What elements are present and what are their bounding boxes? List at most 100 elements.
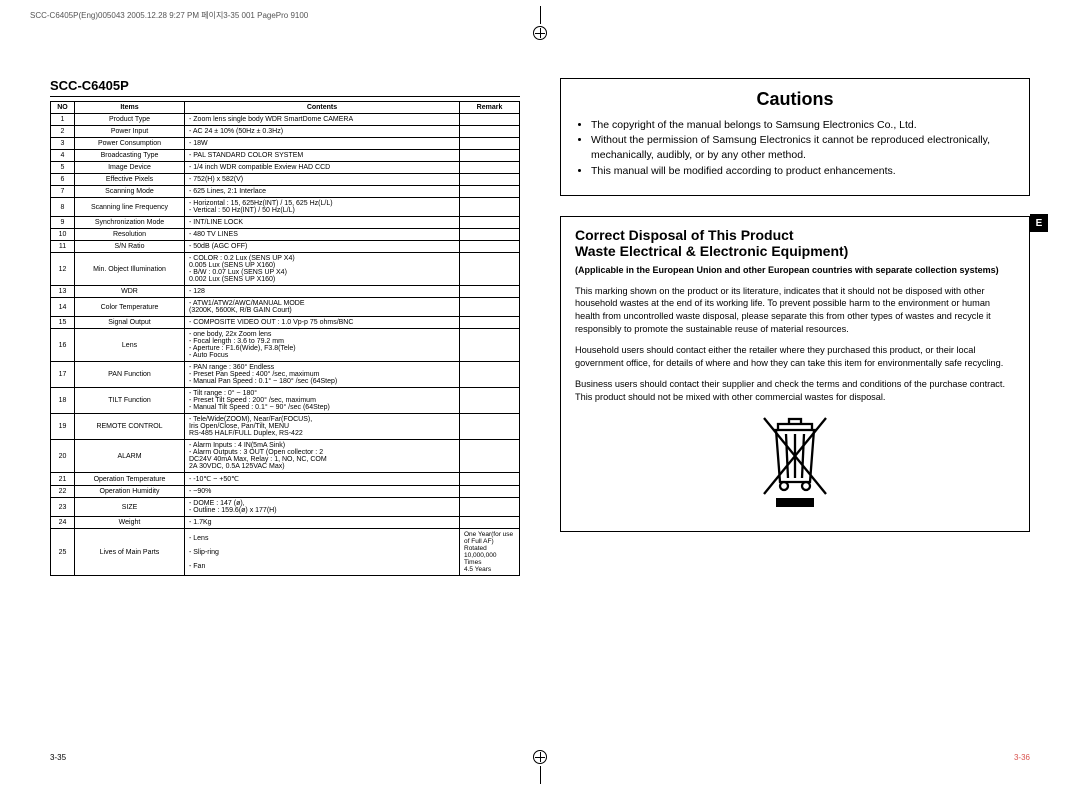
weee-bin-icon [575, 412, 1015, 517]
table-row: 18TILT Function- Tilt range : 0° ~ 180° … [51, 388, 520, 414]
cell-item: WDR [75, 286, 185, 298]
cell-item: Min. Object Illumination [75, 253, 185, 286]
disposal-title-2: Waste Electrical & Electronic Equipment) [575, 243, 1015, 259]
cell-remark [460, 414, 520, 440]
caution-item: This manual will be modified according t… [591, 164, 1015, 179]
cell-content: - 1.7Kg [185, 517, 460, 529]
cell-remark [460, 217, 520, 229]
cell-content: - Horizontal : 15, 625Hz(INT) / 15, 625 … [185, 198, 460, 217]
table-row: 5Image Device- 1/4 inch WDR compatible E… [51, 162, 520, 174]
cell-item: Weight [75, 517, 185, 529]
table-row: 25Lives of Main Parts- Lens - Slip-ring … [51, 529, 520, 576]
table-row: 4Broadcasting Type- PAL STANDARD COLOR S… [51, 150, 520, 162]
col-remark: Remark [460, 102, 520, 114]
page-number-left: 3-35 [50, 753, 66, 762]
cautions-box: Cautions The copyright of the manual bel… [560, 78, 1030, 196]
cell-no: 10 [51, 229, 75, 241]
cell-item: Scanning Mode [75, 186, 185, 198]
table-row: 9Synchronization Mode- INT/LINE LOCK [51, 217, 520, 229]
cell-item: TILT Function [75, 388, 185, 414]
cell-item: Operation Temperature [75, 473, 185, 486]
table-row: 16Lens- one body, 22x Zoom lens - Focal … [51, 329, 520, 362]
cell-no: 21 [51, 473, 75, 486]
cell-item: Effective Pixels [75, 174, 185, 186]
cell-no: 12 [51, 253, 75, 286]
cell-content: - COMPOSITE VIDEO OUT : 1.0 Vp-p 75 ohms… [185, 317, 460, 329]
cell-remark [460, 362, 520, 388]
cell-remark [460, 198, 520, 217]
cell-no: 15 [51, 317, 75, 329]
cell-item: Lives of Main Parts [75, 529, 185, 576]
cell-no: 2 [51, 126, 75, 138]
cell-no: 24 [51, 517, 75, 529]
cell-remark [460, 253, 520, 286]
cell-content: - 1/4 inch WDR compatible Exview HAD CCD [185, 162, 460, 174]
cell-item: Resolution [75, 229, 185, 241]
cell-content: - PAN range : 360° Endless - Preset Pan … [185, 362, 460, 388]
cell-remark [460, 388, 520, 414]
table-row: 22Operation Humidity- ~90% [51, 486, 520, 498]
cautions-list: The copyright of the manual belongs to S… [575, 118, 1015, 179]
disposal-box: Correct Disposal of This Product Waste E… [560, 216, 1030, 532]
cell-item: Operation Humidity [75, 486, 185, 498]
table-row: 12Min. Object Illumination- COLOR : 0.2 … [51, 253, 520, 286]
disposal-para-2: Household users should contact either th… [575, 344, 1015, 370]
cell-no: 4 [51, 150, 75, 162]
cell-no: 23 [51, 498, 75, 517]
cautions-title: Cautions [575, 89, 1015, 110]
table-row: 6Effective Pixels- 752(H) x 582(V) [51, 174, 520, 186]
cell-no: 9 [51, 217, 75, 229]
cell-no: 7 [51, 186, 75, 198]
cell-item: Signal Output [75, 317, 185, 329]
cell-no: 8 [51, 198, 75, 217]
cell-remark [460, 486, 520, 498]
model-title: SCC-C6405P [50, 78, 520, 97]
table-row: 23SIZE- DOME : 147 (ø), - Outline : 159.… [51, 498, 520, 517]
cell-no: 5 [51, 162, 75, 174]
disposal-para-3: Business users should contact their supp… [575, 378, 1015, 404]
cell-item: Color Temperature [75, 298, 185, 317]
cell-no: 11 [51, 241, 75, 253]
cell-item: ALARM [75, 440, 185, 473]
cell-remark [460, 162, 520, 174]
cell-item: Broadcasting Type [75, 150, 185, 162]
cell-no: 13 [51, 286, 75, 298]
spec-table: NO Items Contents Remark 1Product Type- … [50, 101, 520, 576]
table-row: 3Power Consumption- 18W [51, 138, 520, 150]
cell-no: 25 [51, 529, 75, 576]
cell-content: - one body, 22x Zoom lens - Focal length… [185, 329, 460, 362]
cell-no: 19 [51, 414, 75, 440]
cell-item: Synchronization Mode [75, 217, 185, 229]
cell-content: - 752(H) x 582(V) [185, 174, 460, 186]
disposal-title-1: Correct Disposal of This Product [575, 227, 1015, 243]
cell-no: 3 [51, 138, 75, 150]
cell-content: - Zoom lens single body WDR SmartDome CA… [185, 114, 460, 126]
table-row: 19REMOTE CONTROL- Tele/Wide(ZOOM), Near/… [51, 414, 520, 440]
cell-content: - Tele/Wide(ZOOM), Near/Far(FOCUS), Iris… [185, 414, 460, 440]
table-row: 15Signal Output- COMPOSITE VIDEO OUT : 1… [51, 317, 520, 329]
table-row: 21Operation Temperature- -10℃ ~ +50℃ [51, 473, 520, 486]
cell-content: - DOME : 147 (ø), - Outline : 159.6(ø) x… [185, 498, 460, 517]
table-row: 24Weight- 1.7Kg [51, 517, 520, 529]
cell-remark [460, 286, 520, 298]
cell-content: - 625 Lines, 2:1 Interlace [185, 186, 460, 198]
cell-content: - PAL STANDARD COLOR SYSTEM [185, 150, 460, 162]
caution-item: Without the permission of Samsung Electr… [591, 133, 1015, 163]
cell-content: - Tilt range : 0° ~ 180° - Preset Tilt S… [185, 388, 460, 414]
table-row: 1Product Type- Zoom lens single body WDR… [51, 114, 520, 126]
cell-content: - 480 TV LINES [185, 229, 460, 241]
disposal-subtitle: (Applicable in the European Union and ot… [575, 265, 1015, 277]
cell-remark [460, 517, 520, 529]
table-row: 2Power Input- AC 24 ± 10% (50Hz ± 0.3Hz) [51, 126, 520, 138]
cell-content: - ATW1/ATW2/AWC/MANUAL MODE (3200K, 5600… [185, 298, 460, 317]
table-row: 11S/N Ratio- 50dB (AGC OFF) [51, 241, 520, 253]
cell-item: Image Device [75, 162, 185, 174]
cell-remark [460, 150, 520, 162]
cell-content: - Alarm Inputs : 4 IN(5mA Sink) - Alarm … [185, 440, 460, 473]
cell-no: 14 [51, 298, 75, 317]
cell-remark [460, 317, 520, 329]
cell-item: PAN Function [75, 362, 185, 388]
col-no: NO [51, 102, 75, 114]
cell-no: 17 [51, 362, 75, 388]
page-number-right: 3-36 [1014, 753, 1030, 762]
